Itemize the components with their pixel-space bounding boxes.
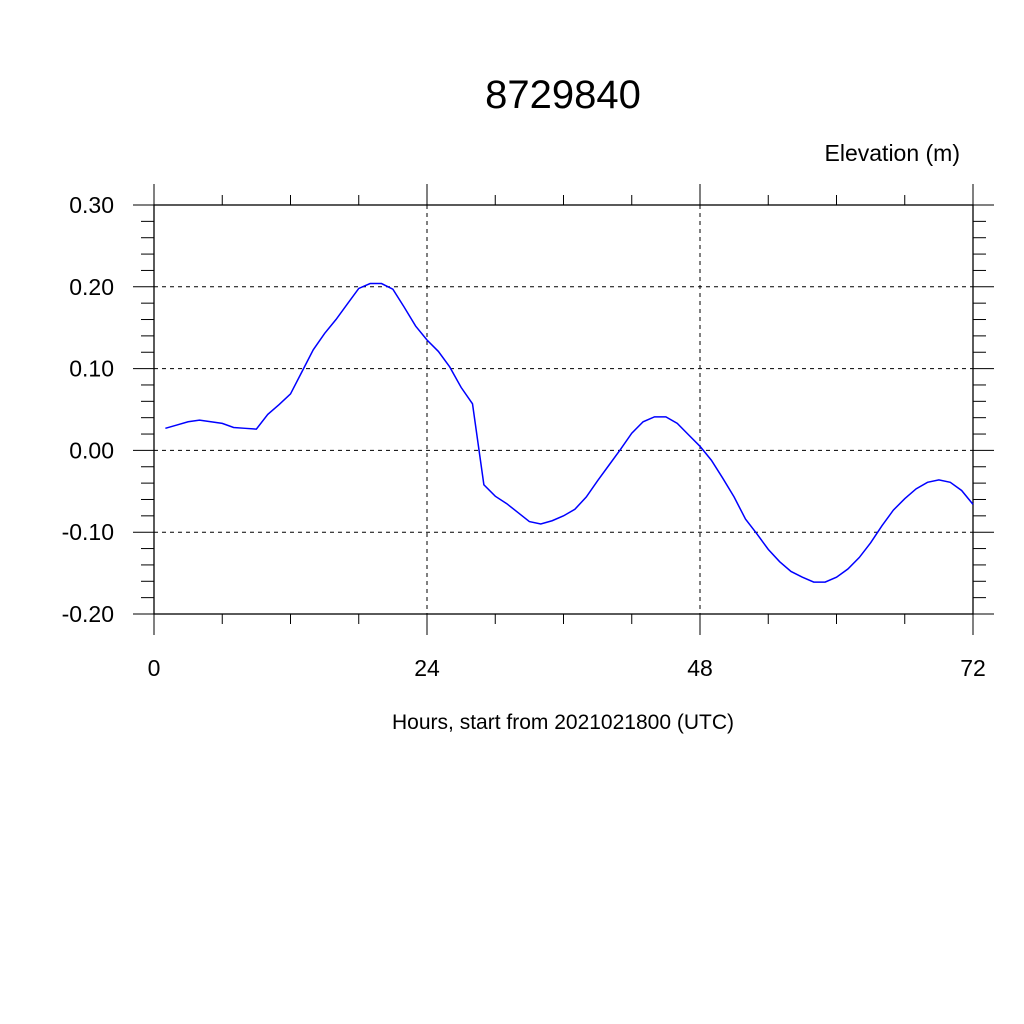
x-tick-label: 0 — [148, 655, 161, 681]
grid — [154, 204, 973, 615]
x-tick-label: 48 — [687, 655, 713, 681]
y-tick-label: 0.00 — [69, 437, 114, 463]
ticks — [133, 184, 994, 635]
y-tick-label: 0.10 — [69, 356, 114, 382]
y-tick-label: -0.20 — [62, 601, 114, 627]
y-tick-label: 0.20 — [69, 274, 114, 300]
x-tick-label: 72 — [960, 655, 986, 681]
x-tick-labels: 0 24 48 72 — [148, 655, 986, 681]
x-tick-label: 24 — [414, 655, 440, 681]
chart-title: 8729840 — [485, 73, 641, 117]
y-tick-labels: 0.30 0.20 0.10 0.00 -0.10 -0.20 — [62, 192, 114, 627]
data-points — [165, 283, 974, 583]
series-line — [165, 282, 974, 583]
y-axis-label: Elevation (m) — [825, 140, 960, 166]
y-tick-label: 0.30 — [69, 192, 114, 218]
y-tick-label: -0.10 — [62, 519, 114, 545]
plot-frame — [153, 204, 974, 615]
x-axis-label: Hours, start from 2021021800 (UTC) — [392, 711, 734, 734]
